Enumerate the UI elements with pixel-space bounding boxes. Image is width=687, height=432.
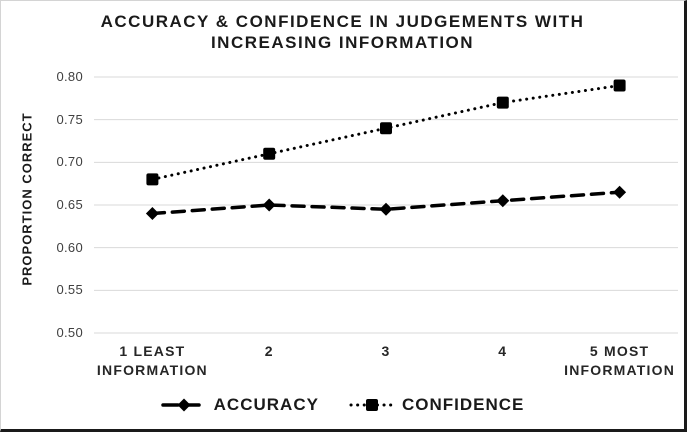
y-tick-label: 0.75 <box>56 111 83 127</box>
legend: ACCURACY CONFIDENCE <box>1 395 684 415</box>
x-tick-label: 5 MOST INFORMATION <box>564 343 676 378</box>
diamond-marker <box>496 194 510 208</box>
legend-label: ACCURACY <box>213 395 319 414</box>
y-tick-label: 0.65 <box>56 197 83 212</box>
series-accuracy <box>145 185 627 221</box>
diamond-marker <box>177 398 191 412</box>
square-marker <box>263 147 276 160</box>
square-marker <box>380 122 392 135</box>
legend-marker-square-icon <box>349 399 395 411</box>
diamond-marker <box>262 198 276 212</box>
x-tick-label: 4 <box>498 343 508 359</box>
legend-marker-diamond-icon <box>160 398 207 412</box>
y-tick-label: 0.70 <box>56 154 83 170</box>
x-tick-label: 1 LEAST INFORMATION <box>96 343 208 378</box>
x-tick-label: 3 <box>381 343 391 359</box>
y-tick-label: 0.80 <box>56 69 83 84</box>
legend-item-accuracy: ACCURACY <box>160 395 319 415</box>
legend-label: CONFIDENCE <box>401 395 525 414</box>
diamond-marker <box>145 207 159 221</box>
legend-item-confidence: CONFIDENCE <box>349 395 524 415</box>
square-marker <box>365 399 378 411</box>
series-line <box>150 190 622 216</box>
square-marker <box>146 173 159 186</box>
square-marker <box>613 79 626 92</box>
square-marker <box>496 96 509 109</box>
y-tick-label: 0.55 <box>56 282 83 298</box>
diamond-marker <box>613 185 627 199</box>
x-tick-label: 2 <box>264 343 274 359</box>
y-tick-label: 0.50 <box>56 325 83 340</box>
series-confidence <box>146 79 626 186</box>
chart-title: ACCURACY & CONFIDENCE IN JUDGEMENTS WITH… <box>100 12 585 52</box>
diamond-marker <box>379 202 393 216</box>
y-tick-label: 0.60 <box>56 239 83 255</box>
